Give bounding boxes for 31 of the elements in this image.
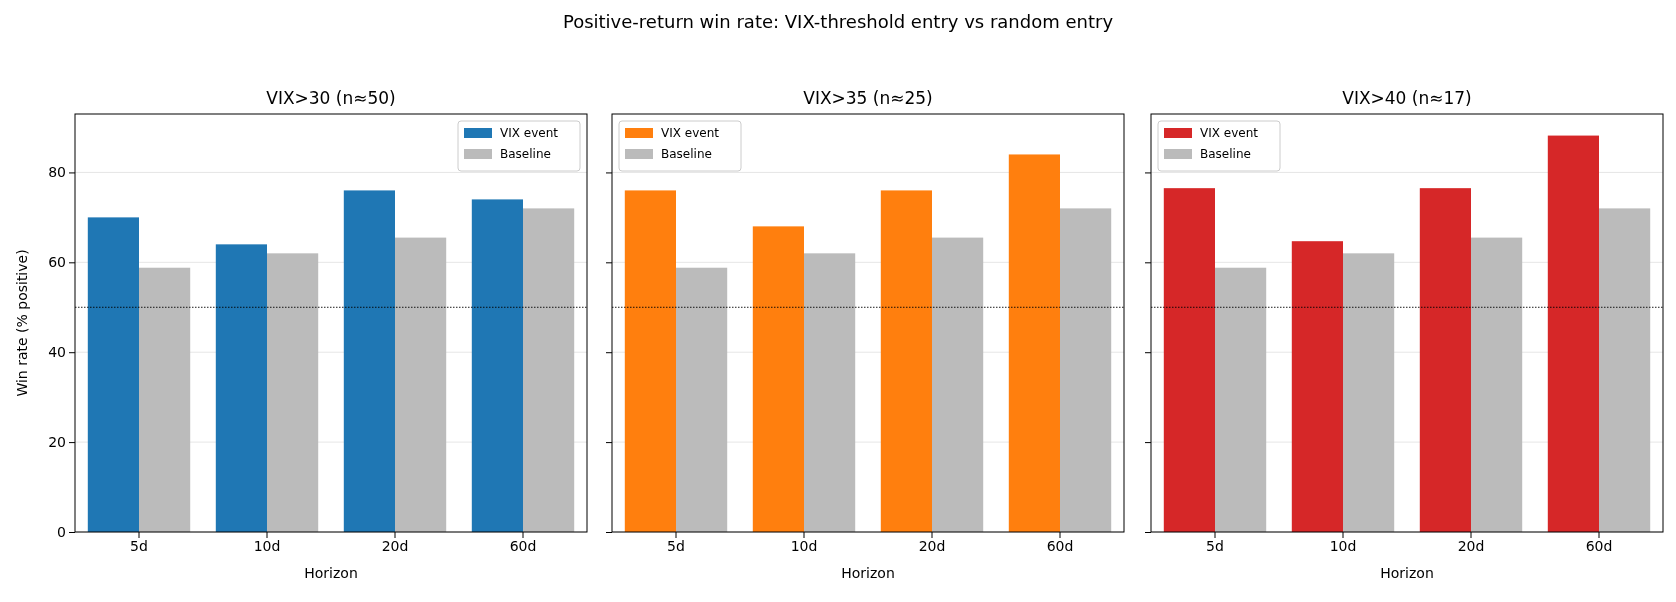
y-tick-label: 40: [48, 344, 66, 361]
x-tick-label: 10d: [253, 537, 281, 554]
x-axis-title: Horizon: [841, 565, 895, 581]
text: Positive-return win rate: VIX-threshold entry vs random entry: [562, 11, 1114, 32]
x-tick-label: 20d: [918, 537, 946, 554]
legend-label: Baseline: [1200, 147, 1251, 161]
x-axis-title: Horizon: [304, 565, 358, 581]
x-tick-label: 60d: [1585, 537, 1613, 554]
legend-label: VIX event: [500, 126, 559, 140]
x-tick-label: 20d: [381, 537, 409, 554]
chart-title: VIX>30 (n≈50): [266, 88, 396, 108]
y-tick-label: 60: [48, 254, 66, 271]
legend-label: Baseline: [661, 147, 712, 161]
y-tick-label: 0: [57, 523, 66, 540]
y-tick-label: 20: [48, 434, 66, 451]
x-tick-label: 5d: [667, 537, 685, 554]
x-tick-label: 10d: [790, 537, 818, 554]
x-tick-label: 10d: [1329, 537, 1357, 554]
x-tick-label: 20d: [1457, 537, 1485, 554]
x-axis-title: Horizon: [1380, 565, 1434, 581]
y-tick-label: 80: [48, 164, 66, 181]
chart-title: VIX>35 (n≈25): [803, 88, 933, 108]
legend-label: Baseline: [500, 147, 551, 161]
x-tick-label: 60d: [509, 537, 537, 554]
chart-title: VIX>40 (n≈17): [1342, 88, 1472, 108]
x-tick-label: 60d: [1046, 537, 1074, 554]
legend-label: VIX event: [1200, 126, 1259, 140]
y-axis-title: Win rate (% positive): [14, 249, 30, 397]
x-tick-label: 5d: [1206, 537, 1224, 554]
x-tick-label: 5d: [130, 537, 148, 554]
legend-label: VIX event: [661, 126, 720, 140]
